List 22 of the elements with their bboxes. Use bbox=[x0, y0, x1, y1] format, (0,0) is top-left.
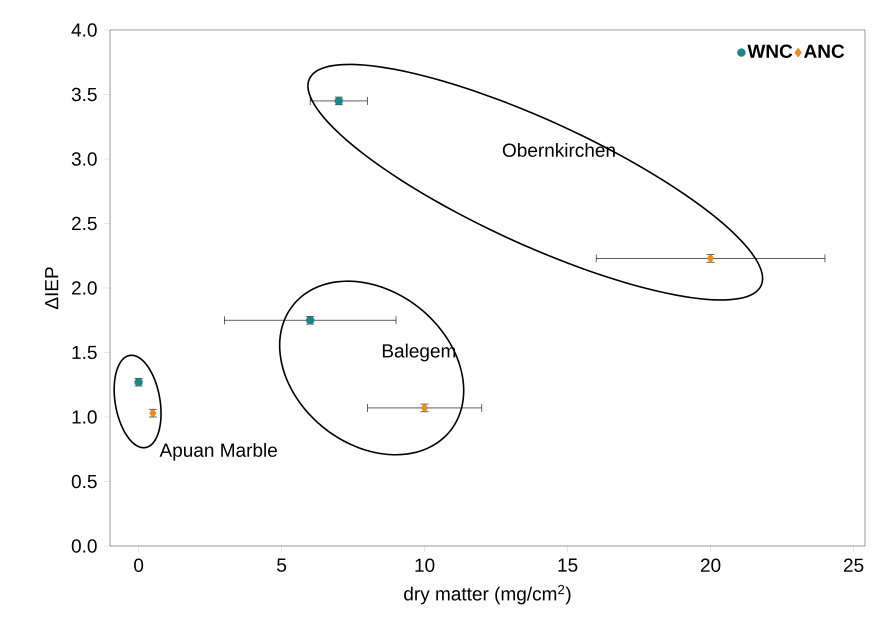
legend-label: WNC bbox=[747, 44, 792, 58]
y-tick-label: 3.5 bbox=[72, 88, 97, 102]
x-tick-label: 15 bbox=[558, 558, 578, 572]
y-tick-label: 2.0 bbox=[72, 281, 97, 295]
x-tick-label: 20 bbox=[700, 558, 720, 572]
legend-label: ANC bbox=[804, 44, 844, 58]
y-tick-label: 0.0 bbox=[72, 539, 97, 553]
y-tick-label: 1.0 bbox=[72, 410, 97, 424]
y-tick-label: 0.5 bbox=[72, 474, 97, 488]
x-tick-label: 5 bbox=[277, 558, 286, 572]
y-tick-label: 3.0 bbox=[72, 152, 97, 166]
annotation: Obernkirchen bbox=[502, 142, 615, 157]
y-tick-label: 1.5 bbox=[72, 346, 97, 360]
x-axis-title: dry matter (mg/cm$^{2}$) bbox=[404, 584, 570, 604]
x-tick-label: 0 bbox=[134, 558, 144, 572]
annotation: Balegem bbox=[382, 344, 456, 362]
annotation: Apuan Marble bbox=[160, 442, 277, 461]
x-tick-label: 25 bbox=[844, 558, 864, 572]
y-tick-label: 4.0 bbox=[72, 23, 97, 37]
x-tick-label: 10 bbox=[415, 558, 434, 572]
y-tick-label: 2.5 bbox=[72, 216, 97, 230]
y-axis-title: ΔIEP bbox=[45, 267, 58, 310]
